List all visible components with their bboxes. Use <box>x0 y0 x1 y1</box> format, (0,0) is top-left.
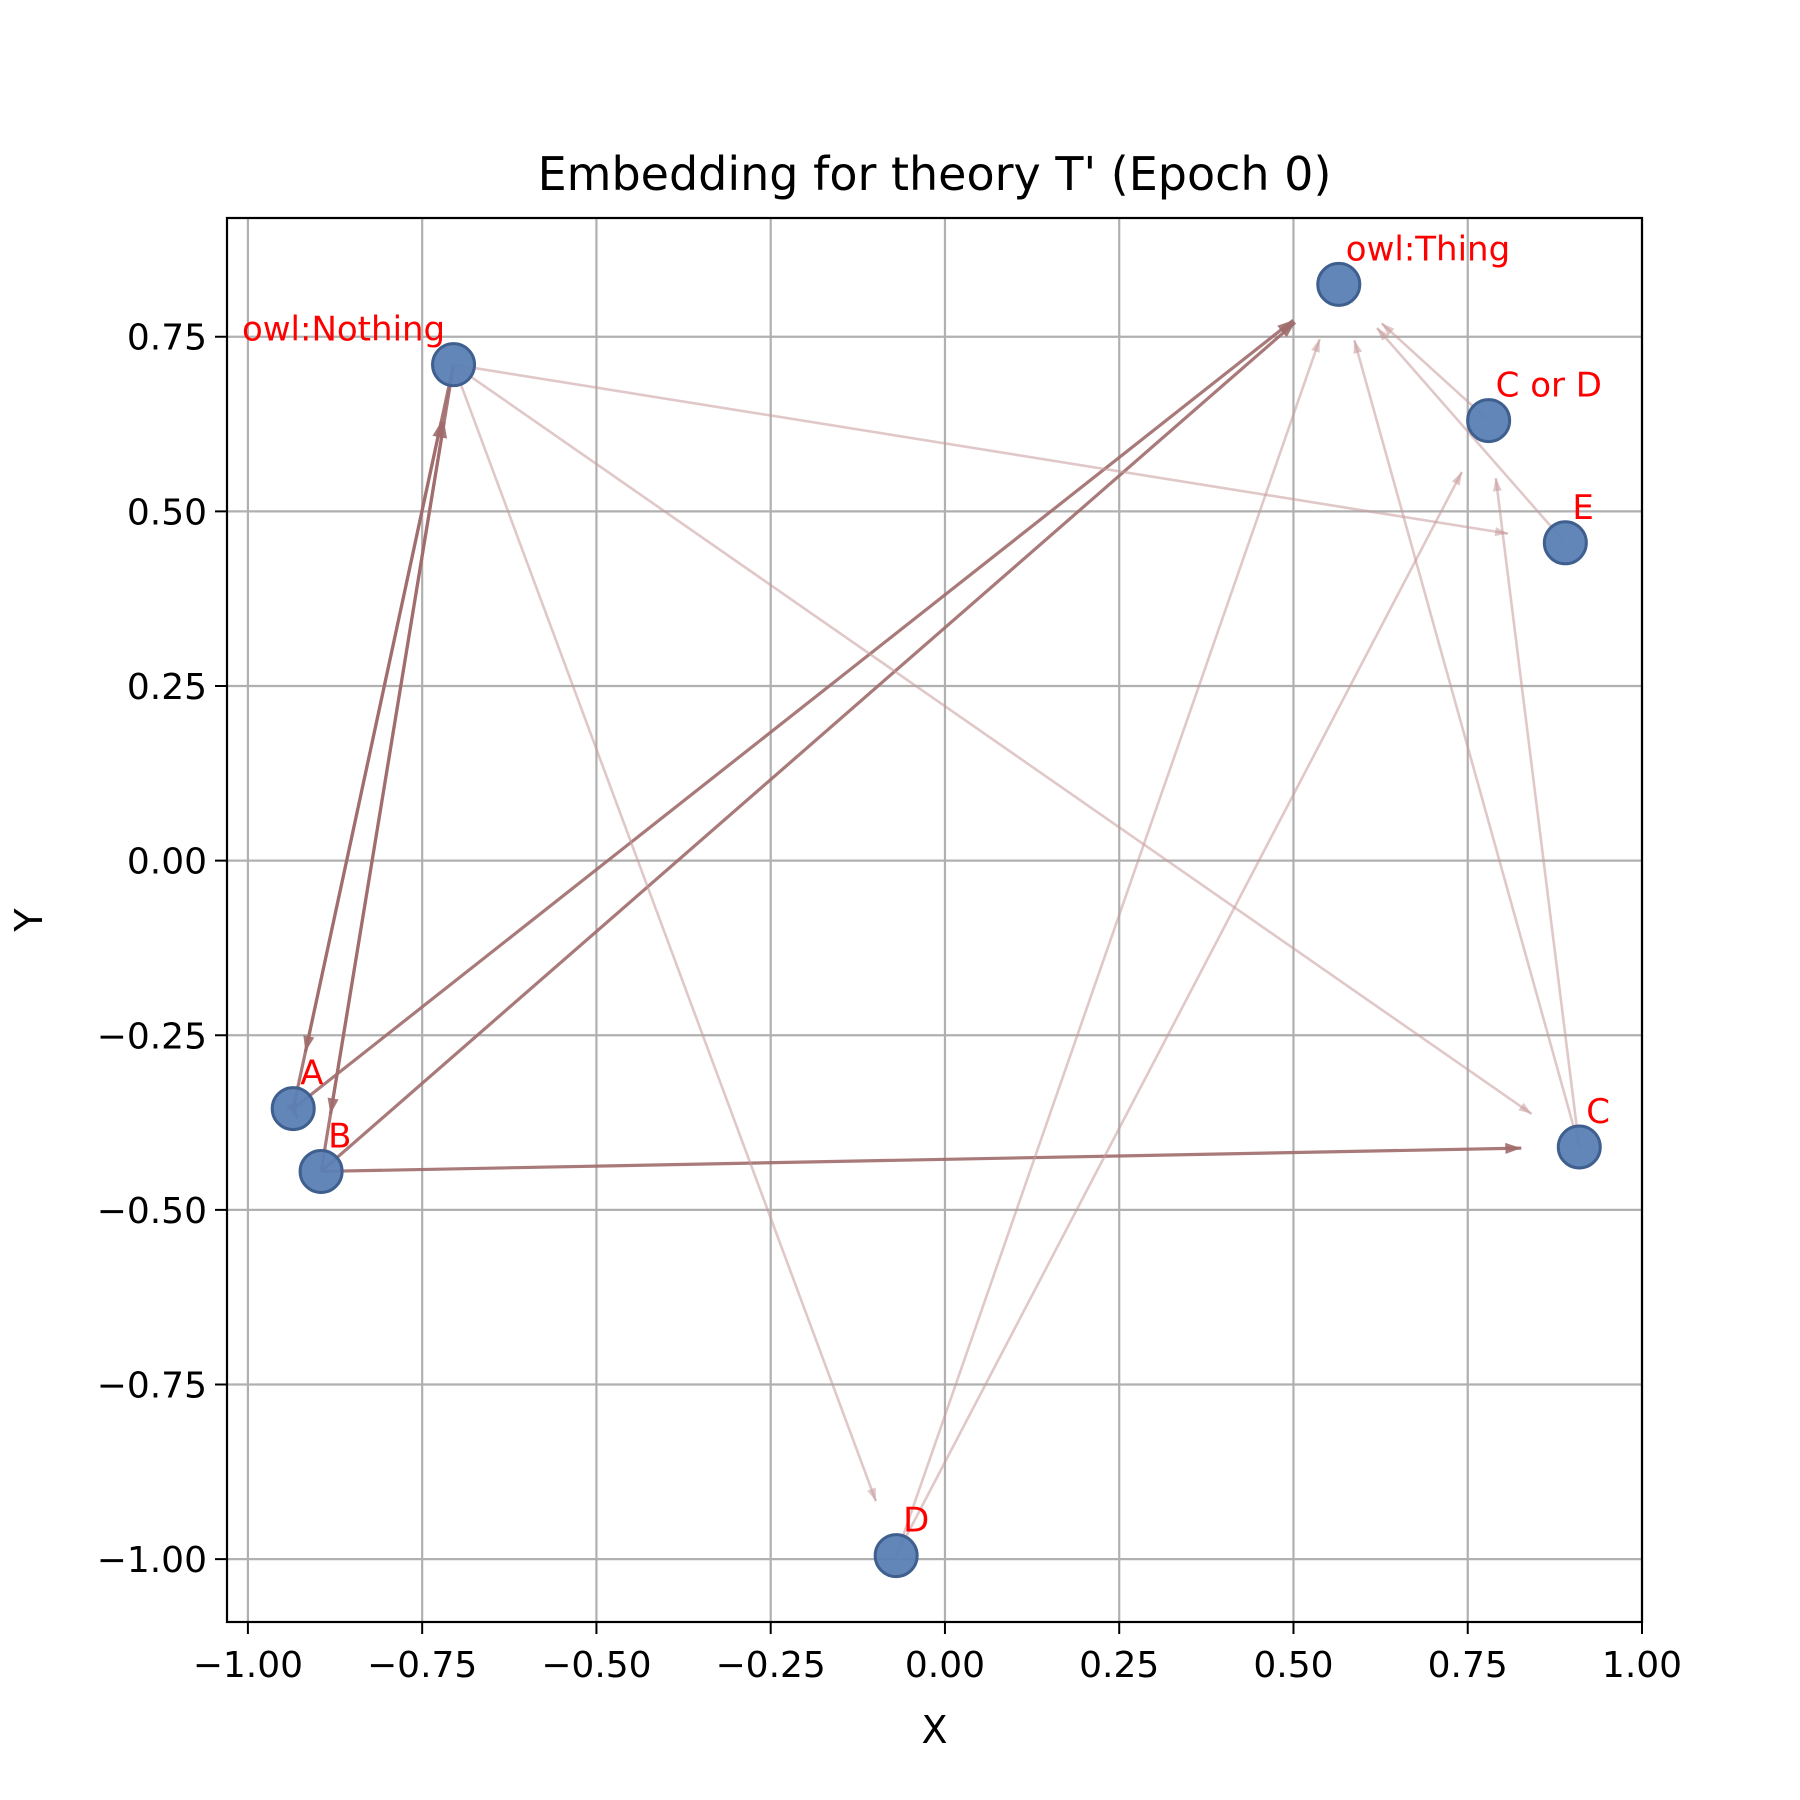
chart-title: Embedding for theory T' (Epoch 0) <box>538 147 1332 201</box>
points <box>270 261 1602 1579</box>
edge-c-to-owl-thing <box>1353 339 1581 1148</box>
point-a <box>270 1086 316 1132</box>
point-d <box>873 1533 919 1579</box>
y-tick-label: 0.50 <box>127 492 207 533</box>
edge-c-to-c-or-d <box>1492 477 1581 1148</box>
edge-owl-nothing-to-e <box>453 363 1509 537</box>
point-label-e: E <box>1572 488 1593 528</box>
y-tick-label: 0.00 <box>127 842 207 883</box>
edge-b-to-owl-nothing <box>319 421 448 1172</box>
point-label-c-or-d: C or D <box>1496 366 1602 406</box>
point-label-c: C <box>1586 1092 1610 1132</box>
edge-owl-nothing-to-d <box>452 364 878 1502</box>
x-axis-ticks: −1.00 −0.75 −0.50 −0.25 0.00 0.25 0.50 0.75 1.00 <box>193 1622 1682 1686</box>
point-label-b: B <box>328 1116 351 1156</box>
x-tick-label: 0.50 <box>1253 1645 1333 1686</box>
edges <box>285 319 1581 1557</box>
y-axis-label: Y <box>7 908 51 933</box>
y-tick-label: 0.75 <box>127 318 207 359</box>
x-axis-label: X <box>921 1708 947 1752</box>
y-tick-label: −0.50 <box>97 1191 207 1232</box>
edge-e-to-owl-thing <box>1376 327 1567 544</box>
x-tick-label: −1.00 <box>193 1645 303 1686</box>
x-tick-label: 0.00 <box>905 1645 985 1686</box>
edge-d-to-owl-thing <box>894 338 1321 1557</box>
point-c <box>1556 1124 1602 1170</box>
y-tick-label: 0.25 <box>127 667 207 708</box>
x-tick-label: −0.25 <box>716 1645 826 1686</box>
grid <box>227 218 1644 1622</box>
plot-frame <box>225 216 1644 1624</box>
point-label-d: D <box>903 1501 929 1541</box>
edge-a-to-owl-nothing <box>291 421 444 1109</box>
point-b <box>298 1148 344 1194</box>
edge-a-to-owl-thing <box>292 319 1295 1110</box>
point-label-a: A <box>300 1054 323 1094</box>
y-tick-label: −0.25 <box>97 1016 207 1057</box>
edge-b-to-c <box>321 1142 1522 1174</box>
x-tick-label: 0.25 <box>1079 1645 1159 1686</box>
point-owl-thing <box>1316 261 1362 307</box>
point-c-or-d <box>1466 398 1512 444</box>
y-tick-label: −1.00 <box>97 1540 207 1581</box>
edge-b-to-owl-thing <box>320 321 1297 1173</box>
y-tick-label: −0.75 <box>97 1366 207 1407</box>
point-e <box>1542 520 1588 566</box>
y-axis-ticks: −1.00 −0.75 −0.50 −0.25 0.00 0.25 0.50 0.75 <box>97 318 227 1581</box>
x-tick-label: −0.75 <box>367 1645 477 1686</box>
edge-c-or-d-to-owl-thing <box>1380 322 1490 422</box>
point-labels: owl:Nothing owl:Thing C or D E AB C D <box>242 229 1610 1540</box>
x-tick-label: −0.50 <box>541 1645 651 1686</box>
x-tick-label: 0.75 <box>1428 1645 1508 1686</box>
point-label-owl-nothing: owl:Nothing <box>242 310 445 350</box>
edge-owl-nothing-to-c <box>452 363 1533 1115</box>
x-tick-label: 1.00 <box>1602 1645 1682 1686</box>
point-owl-nothing <box>431 342 477 388</box>
edge-d-to-c-or-d <box>895 471 1463 1557</box>
point-label-owl-thing: owl:Thing <box>1346 229 1510 269</box>
